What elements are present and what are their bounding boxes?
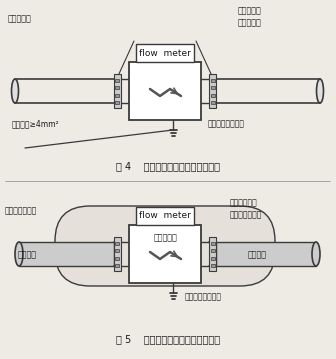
Bar	[115, 85, 119, 89]
Bar	[114, 74, 121, 108]
Text: 接地点或接地干线: 接地点或接地干线	[185, 293, 222, 302]
Bar	[129, 225, 201, 283]
Bar	[209, 74, 216, 108]
Bar	[211, 256, 215, 260]
Bar	[211, 242, 215, 244]
Bar	[211, 248, 215, 252]
FancyBboxPatch shape	[55, 206, 275, 286]
Bar	[115, 79, 119, 81]
Bar	[211, 85, 215, 89]
Bar	[115, 256, 119, 260]
Bar	[115, 242, 119, 244]
Ellipse shape	[317, 79, 324, 103]
Bar	[115, 93, 119, 97]
Bar	[211, 101, 215, 103]
Text: flow  meter: flow meter	[139, 48, 191, 57]
Text: 与管道跨接: 与管道跨接	[238, 19, 262, 28]
Text: 图 4    电磁流量计接地连（跨）接法: 图 4 电磁流量计接地连（跨）接法	[116, 161, 220, 171]
Bar	[136, 44, 194, 62]
Bar	[19, 242, 114, 266]
Bar	[115, 264, 119, 266]
Bar	[211, 264, 215, 266]
Text: 与管道跨接: 与管道跨接	[8, 14, 32, 23]
Bar	[209, 237, 216, 271]
Bar	[211, 93, 215, 97]
Bar	[115, 101, 119, 103]
Bar	[115, 248, 119, 252]
Text: 接地点或接地干线: 接地点或接地干线	[208, 120, 245, 129]
Text: 图 5    带阴极保护电磁流量计接地法: 图 5 带阴极保护电磁流量计接地法	[116, 334, 220, 344]
Text: 阴极保护引出点: 阴极保护引出点	[5, 206, 37, 215]
Bar	[114, 237, 121, 271]
Text: 电磁流量计: 电磁流量计	[238, 6, 262, 15]
Ellipse shape	[11, 79, 18, 103]
Ellipse shape	[15, 242, 23, 266]
Text: 金属管道: 金属管道	[248, 251, 267, 260]
Text: 接地软线≥4mm²: 接地软线≥4mm²	[12, 120, 59, 129]
Text: 金属管道: 金属管道	[18, 251, 37, 260]
Bar	[216, 242, 316, 266]
Text: 管道接地跨接: 管道接地跨接	[230, 199, 258, 208]
Ellipse shape	[312, 242, 320, 266]
Bar	[129, 62, 201, 120]
Text: 阴极保护引出点: 阴极保护引出点	[230, 210, 262, 219]
Bar	[211, 79, 215, 81]
Text: 电磁流量计: 电磁流量计	[153, 233, 177, 242]
Bar	[136, 207, 194, 225]
Text: flow  meter: flow meter	[139, 211, 191, 220]
